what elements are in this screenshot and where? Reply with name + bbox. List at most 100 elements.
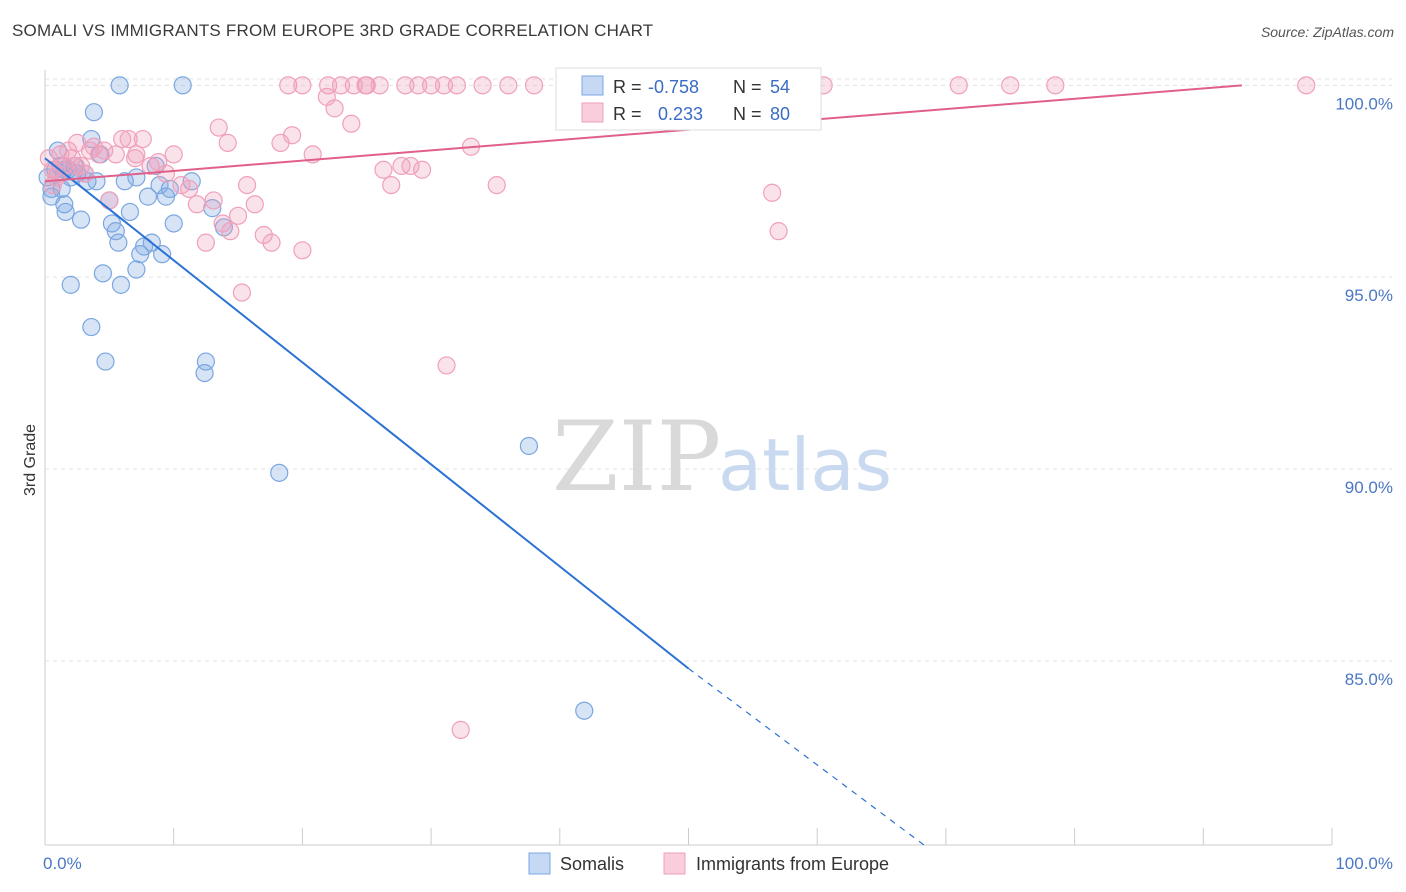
- point-europe-69: [422, 76, 441, 95]
- correlation-legend: R = -0.758 N = 54 R = 0.233 N = 80: [555, 67, 822, 131]
- point-europe-41: [325, 99, 344, 118]
- x-tick-label-0: 0.0%: [43, 854, 82, 873]
- point-europe-53: [218, 133, 237, 152]
- point-somalis-50: [173, 76, 192, 95]
- point-europe-57: [66, 156, 85, 176]
- point-europe-65: [357, 76, 376, 95]
- point-somalis-26: [111, 275, 131, 294]
- bottom-legend-swatch-somalis: [528, 852, 551, 875]
- point-somalis-47: [519, 436, 539, 456]
- point-somalis-13: [71, 210, 91, 229]
- point-europe-76: [949, 76, 968, 95]
- point-somalis-46: [270, 463, 289, 482]
- trend-line-somalis: [44, 157, 690, 670]
- point-europe-25: [180, 179, 199, 199]
- point-europe-81: [769, 222, 788, 241]
- trend-line-somalis-projection: [688, 668, 925, 846]
- bottom-legend-swatch-europe: [663, 852, 686, 875]
- point-europe-37: [283, 126, 302, 145]
- point-europe-23: [164, 145, 183, 164]
- legend-n-label-europe: N =: [733, 104, 762, 124]
- point-europe-70: [434, 76, 454, 95]
- point-somalis-42: [195, 363, 214, 383]
- chart-title: SOMALI VS IMMIGRANTS FROM EUROPE 3RD GRA…: [12, 21, 654, 40]
- point-europe-47: [401, 156, 420, 176]
- point-europe-33: [245, 195, 264, 214]
- point-somalis-17: [84, 103, 104, 122]
- point-europe-78: [1046, 76, 1065, 95]
- point-europe-63: [331, 76, 351, 95]
- point-somalis-48: [575, 701, 594, 720]
- series-legend: Somalis Immigrants from Europe: [528, 852, 889, 875]
- point-europe-71: [447, 76, 466, 95]
- point-europe-45: [382, 175, 401, 195]
- bottom-legend-label-europe: Immigrants from Europe: [696, 854, 889, 874]
- point-somalis-32: [138, 187, 158, 206]
- point-europe-80: [763, 183, 782, 202]
- y-tick-label-1: 95.0%: [1345, 286, 1393, 305]
- point-europe-44: [374, 160, 393, 179]
- point-somalis-21: [96, 352, 115, 371]
- point-europe-67: [396, 76, 415, 95]
- axes: [44, 70, 1333, 846]
- point-europe-17: [119, 129, 138, 149]
- legend-n-value-somalis: 54: [770, 77, 790, 97]
- point-somalis-39: [164, 214, 183, 233]
- point-europe-35: [262, 233, 281, 252]
- point-somalis-35: [150, 175, 169, 195]
- trend-line-europe: [44, 84, 1242, 183]
- point-europe-51: [487, 175, 506, 195]
- point-europe-58: [43, 175, 62, 195]
- legend-r-value-somalis: -0.758: [648, 77, 699, 97]
- point-europe-15: [106, 145, 125, 164]
- point-somalis-20: [93, 264, 113, 283]
- x-tick-labels: 0.0% 100.0%: [43, 854, 1393, 873]
- y-tick-label-3: 85.0%: [1345, 670, 1393, 689]
- point-europe-73: [499, 76, 518, 95]
- point-somalis-40: [61, 275, 80, 294]
- watermark: ZIP atlas: [552, 401, 892, 513]
- point-europe-48: [412, 160, 432, 179]
- point-somalis-43: [196, 352, 215, 371]
- point-somalis-41: [82, 317, 101, 337]
- x-tick-label-1: 100.0%: [1335, 854, 1393, 873]
- point-europe-62: [319, 76, 338, 95]
- point-europe-61: [293, 76, 312, 95]
- y-tick-labels: 100.0% 95.0% 90.0% 85.0%: [1335, 94, 1393, 688]
- trend-lines: [44, 84, 1242, 846]
- point-europe-77: [1001, 76, 1020, 95]
- point-europe-27: [196, 233, 215, 252]
- point-europe-31: [228, 206, 248, 225]
- point-somalis-29: [127, 260, 146, 279]
- point-somalis-38: [160, 179, 179, 199]
- legend-r-label-somalis: R =: [613, 77, 642, 97]
- point-europe-0: [39, 149, 58, 168]
- point-europe-66: [370, 76, 389, 95]
- point-europe-14: [100, 191, 119, 210]
- point-europe-42: [342, 114, 361, 133]
- point-europe-16: [113, 129, 132, 149]
- point-europe-60: [279, 76, 298, 95]
- point-somalis-27: [115, 172, 134, 191]
- point-europe-29: [213, 214, 232, 233]
- point-europe-52: [209, 118, 228, 137]
- y-tick-label-0: 100.0%: [1335, 94, 1393, 113]
- point-somalis-49: [110, 76, 129, 95]
- legend-n-value-europe: 80: [770, 104, 790, 124]
- point-europe-22: [156, 164, 176, 183]
- point-somalis-36: [153, 245, 172, 264]
- point-europe-49: [437, 356, 456, 375]
- point-europe-13: [95, 141, 114, 160]
- point-europe-38: [293, 241, 312, 260]
- point-somalis-7: [55, 195, 74, 214]
- point-somalis-25: [109, 233, 128, 252]
- point-europe-34: [254, 225, 273, 245]
- legend-n-label-somalis: N =: [733, 77, 762, 97]
- y-tick-label-2: 90.0%: [1345, 478, 1393, 497]
- point-europe-59: [451, 720, 470, 740]
- y-axis-label: 3rd Grade: [22, 424, 39, 496]
- watermark-atlas: atlas: [718, 423, 892, 507]
- chart-source: Source: ZipAtlas.com: [1260, 24, 1394, 40]
- point-europe-56: [48, 164, 67, 183]
